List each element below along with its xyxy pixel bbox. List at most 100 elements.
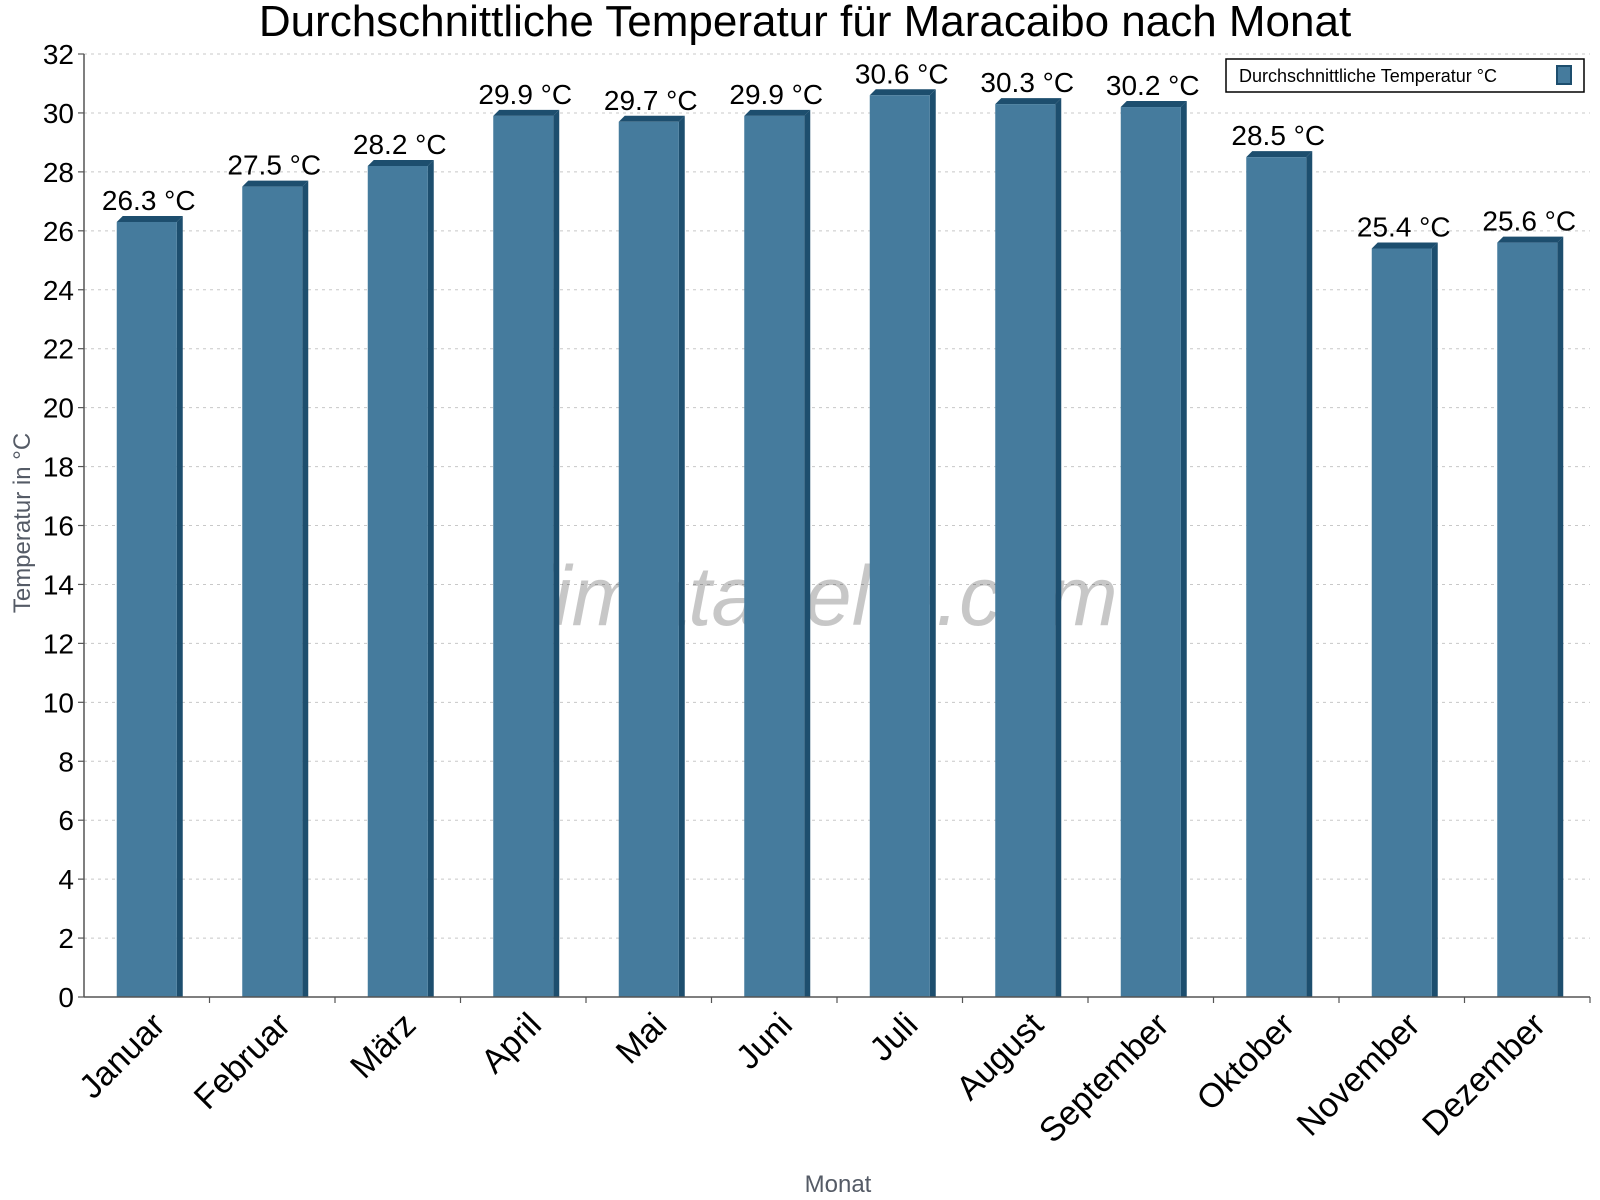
legend-box xyxy=(1225,58,1585,93)
y-tick-label: 22 xyxy=(43,334,74,365)
bar-face xyxy=(1120,107,1181,997)
legend: Durchschnittliche Temperatur °C xyxy=(1225,58,1585,93)
bar-side xyxy=(176,215,183,998)
bar-side xyxy=(804,109,811,997)
bar-face xyxy=(744,115,805,997)
bar-top xyxy=(116,215,183,222)
bar-face xyxy=(367,165,428,997)
x-tick-label: Mai xyxy=(609,1006,675,1072)
bar-value-label: 25.4 °C xyxy=(1357,211,1451,242)
bar-value-label: 28.2 °C xyxy=(353,129,447,160)
x-axis-ticks: Januar Februar März April Mai Juni Juli AugustS… xyxy=(72,997,1591,1150)
bar-series: 26.3 °C 27.5 °C 28.2 °C 29.9 °C 29.7 °C 29.9 … xyxy=(102,58,1576,998)
bar xyxy=(242,180,309,997)
bar-face xyxy=(618,121,679,997)
y-tick-label: 0 xyxy=(58,982,74,1013)
y-tick-label: 10 xyxy=(43,687,74,718)
x-tick-label: November xyxy=(1290,1006,1428,1144)
bar-value-label: 25.6 °C xyxy=(1482,206,1576,237)
bar xyxy=(618,115,685,997)
bar-value-label: 28.5 °C xyxy=(1231,120,1325,151)
y-tick-label: 14 xyxy=(43,569,74,600)
x-tick-label: Dezember xyxy=(1415,1006,1553,1144)
legend-entry-label: Durchschnittliche Temperatur °C xyxy=(1239,66,1497,86)
bar-top xyxy=(995,98,1062,105)
y-tick-label: 28 xyxy=(43,157,74,188)
y-tick-label: 20 xyxy=(43,393,74,424)
bar xyxy=(1120,101,1187,997)
y-tick-label: 24 xyxy=(43,275,74,306)
y-tick-label: 6 xyxy=(58,805,74,836)
bar-face xyxy=(1497,242,1558,998)
bar-side xyxy=(302,180,309,997)
bar xyxy=(869,89,936,998)
y-tick-label: 26 xyxy=(43,216,74,247)
bar-face xyxy=(869,95,930,998)
bar xyxy=(1371,242,1438,997)
y-tick-label: 30 xyxy=(43,98,74,129)
bar-face xyxy=(493,115,554,997)
bar-side xyxy=(1431,242,1438,997)
bar-top xyxy=(618,115,685,122)
x-tick-label: Februar xyxy=(187,1006,298,1117)
bar-side xyxy=(427,159,434,997)
bar-value-label: 30.3 °C xyxy=(980,67,1074,98)
bar-value-label: 30.6 °C xyxy=(855,58,949,89)
bar-side xyxy=(1180,101,1187,997)
bar xyxy=(116,215,183,998)
bar-value-label: 30.2 °C xyxy=(1106,70,1200,101)
grid-lines xyxy=(84,53,1590,939)
y-axis-title: Temperatur in °C xyxy=(9,433,36,613)
bar-face xyxy=(1371,248,1432,997)
bar-top xyxy=(1371,242,1438,249)
bar-face xyxy=(995,104,1056,998)
bar-top xyxy=(367,159,434,166)
bar-top xyxy=(744,109,811,116)
x-tick-label: September xyxy=(1032,1006,1176,1150)
bar-value-label: 29.9 °C xyxy=(729,79,823,110)
bar-face xyxy=(116,221,177,998)
x-tick-label: März xyxy=(343,1006,423,1086)
bar-side xyxy=(553,109,560,997)
y-tick-label: 16 xyxy=(43,511,74,542)
x-tick-label: Juni xyxy=(729,1006,800,1077)
y-tick-label: 4 xyxy=(58,864,74,895)
y-tick-label: 12 xyxy=(43,628,74,659)
bar-value-label: 26.3 °C xyxy=(102,185,196,216)
bar-side xyxy=(1306,151,1313,997)
bar-side xyxy=(1557,236,1564,998)
y-tick-label: 2 xyxy=(58,923,74,954)
bar-side xyxy=(678,115,685,997)
x-axis-title: Monat xyxy=(805,1171,872,1198)
bar xyxy=(995,98,1062,998)
bar-top xyxy=(1246,151,1313,158)
bar-top xyxy=(1120,101,1187,108)
bar-face xyxy=(1246,157,1307,997)
bar-top xyxy=(869,89,936,96)
y-tick-label: 32 xyxy=(43,39,74,70)
x-tick-label: April xyxy=(474,1006,549,1081)
bar xyxy=(1246,151,1313,997)
bar-top xyxy=(1497,236,1564,243)
bar-value-label: 29.7 °C xyxy=(604,85,698,116)
chart-title: Durchschnittliche Temperatur für Maracai… xyxy=(259,0,1351,46)
bar-top xyxy=(242,180,309,187)
x-tick-label: Juli xyxy=(862,1006,925,1069)
x-tick-label: Oktober xyxy=(1190,1006,1302,1118)
x-tick-label: Januar xyxy=(72,1006,172,1106)
bar-side xyxy=(929,89,936,998)
bar xyxy=(493,109,560,997)
bar-value-label: 29.9 °C xyxy=(478,79,572,110)
bar-value-label: 27.5 °C xyxy=(227,150,321,181)
legend-swatch xyxy=(1556,65,1572,85)
bar-top xyxy=(493,109,560,116)
bar-face xyxy=(242,186,303,997)
y-tick-label: 18 xyxy=(43,452,74,483)
y-tick-label: 8 xyxy=(58,746,74,777)
bar-side xyxy=(1055,98,1062,998)
bar xyxy=(744,109,811,997)
bar xyxy=(1497,236,1564,998)
x-tick-label: August xyxy=(949,1005,1051,1107)
